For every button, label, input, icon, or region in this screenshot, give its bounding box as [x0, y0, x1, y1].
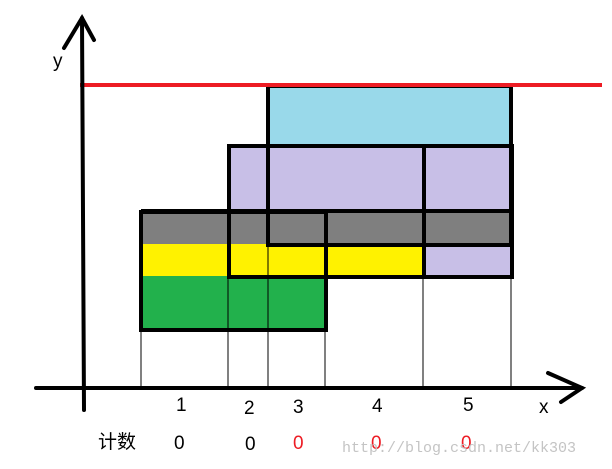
- y-axis: [80, 16, 86, 412]
- interval-label: 1: [176, 395, 187, 416]
- green-band: [141, 275, 326, 331]
- interval-count: 0: [245, 434, 256, 455]
- x-axis-arrow-icon: [546, 371, 587, 404]
- interval-label: 5: [463, 395, 474, 416]
- y-axis-label: y: [53, 51, 63, 72]
- interval-label: 4: [372, 396, 383, 417]
- y-axis-arrow-icon: [62, 13, 96, 50]
- count-row-label: 计数: [98, 431, 136, 453]
- interval-label: 2: [244, 398, 255, 419]
- interval-label: 3: [293, 397, 304, 418]
- watermark: http://blog.csdn.net/kk303: [342, 440, 576, 457]
- interval-count: 0: [293, 433, 304, 454]
- interval-count: 0: [371, 433, 382, 454]
- interval-count: 0: [174, 433, 185, 454]
- yellow-band-left: [141, 243, 229, 276]
- interval-count: 0: [461, 433, 472, 454]
- x-axis-label: x: [539, 397, 549, 418]
